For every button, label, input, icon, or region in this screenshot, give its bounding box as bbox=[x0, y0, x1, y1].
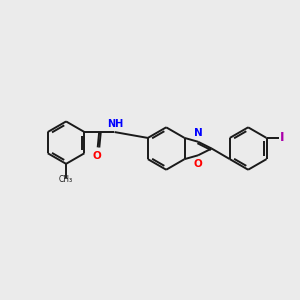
Text: O: O bbox=[194, 159, 203, 169]
Text: O: O bbox=[93, 151, 101, 161]
Text: NH: NH bbox=[106, 118, 123, 128]
Text: CH₃: CH₃ bbox=[59, 175, 73, 184]
Text: N: N bbox=[194, 128, 203, 138]
Text: I: I bbox=[280, 131, 284, 144]
